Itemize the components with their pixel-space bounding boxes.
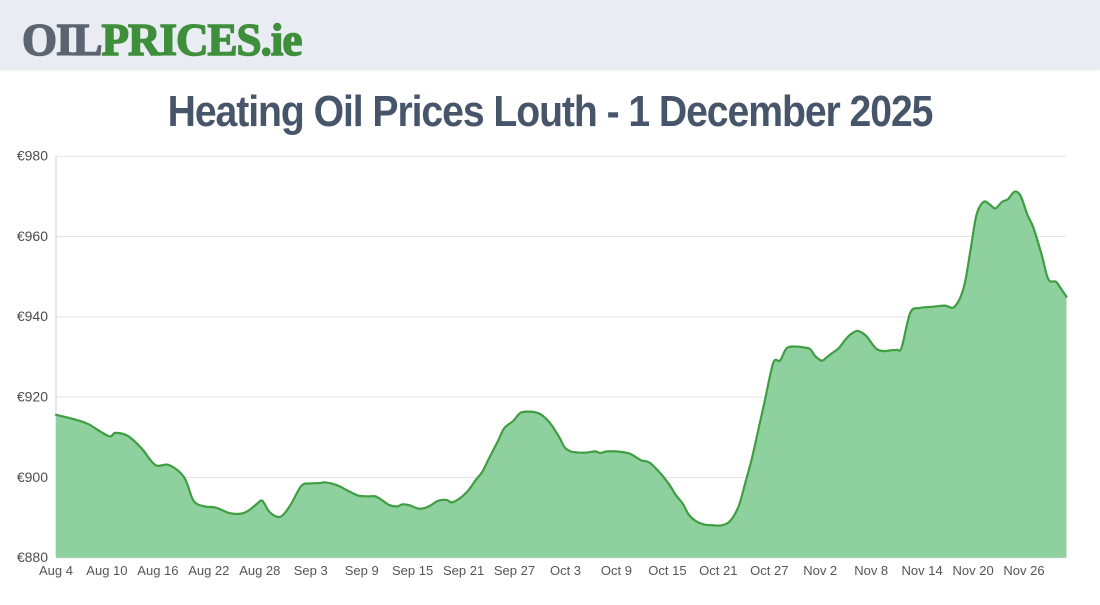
svg-text:Oct 9: Oct 9 xyxy=(601,563,632,578)
svg-text:Aug 22: Aug 22 xyxy=(188,563,229,578)
svg-text:€980: €980 xyxy=(17,150,48,164)
svg-text:Nov 8: Nov 8 xyxy=(854,563,888,578)
svg-text:Nov 14: Nov 14 xyxy=(901,563,942,578)
svg-text:€920: €920 xyxy=(17,389,48,405)
svg-text:Sep 21: Sep 21 xyxy=(443,563,484,578)
svg-text:Oct 3: Oct 3 xyxy=(550,563,581,578)
svg-text:Aug 16: Aug 16 xyxy=(137,563,178,578)
svg-text:Oct 15: Oct 15 xyxy=(648,563,686,578)
svg-text:Aug 10: Aug 10 xyxy=(86,563,127,578)
svg-text:Oct 27: Oct 27 xyxy=(750,563,788,578)
svg-text:€940: €940 xyxy=(17,308,48,324)
svg-text:Sep 27: Sep 27 xyxy=(494,563,535,578)
svg-text:Aug 4: Aug 4 xyxy=(39,563,73,578)
svg-text:Nov 2: Nov 2 xyxy=(803,563,837,578)
svg-text:Oct 21: Oct 21 xyxy=(699,563,737,578)
svg-text:Sep 3: Sep 3 xyxy=(294,563,328,578)
svg-text:Sep 15: Sep 15 xyxy=(392,563,433,578)
svg-text:Sep 9: Sep 9 xyxy=(345,563,379,578)
svg-text:€960: €960 xyxy=(17,228,48,244)
svg-text:€900: €900 xyxy=(17,469,48,485)
svg-text:Nov 20: Nov 20 xyxy=(952,563,993,578)
svg-text:Nov 26: Nov 26 xyxy=(1003,563,1044,578)
svg-text:Aug 28: Aug 28 xyxy=(239,563,280,578)
